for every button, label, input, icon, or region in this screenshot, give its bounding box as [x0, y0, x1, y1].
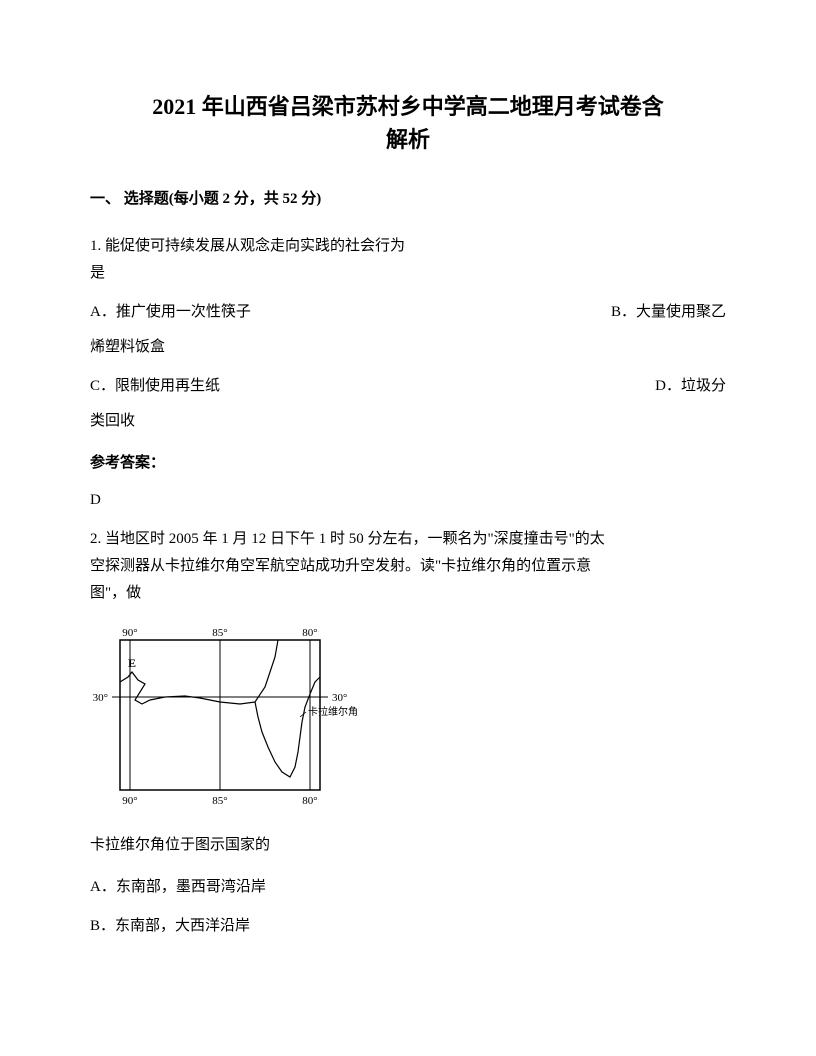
q2-text: 2. 当地区时 2005 年 1 月 12 日下午 1 时 50 分左右，一颗名… [90, 526, 726, 607]
q1-option-b-cont: 烯塑料饭盒 [90, 334, 726, 361]
svg-text:85°: 85° [212, 795, 227, 807]
q1-line2: 是 [90, 260, 726, 287]
document-title: 2021 年山西省吕梁市苏村乡中学高二地理月考试卷含 解析 [90, 90, 726, 156]
svg-text:90°: 90° [122, 627, 137, 639]
q1-answer: D [90, 487, 726, 514]
q1-option-d: D．垃圾分 [655, 373, 726, 400]
q1-option-a: A．推广使用一次性筷子 [90, 299, 611, 326]
svg-text:卡拉维尔角: 卡拉维尔角 [308, 705, 358, 718]
map-figure: 90° 85° 80° 90° 85° 80° 30° 30° E 卡拉维尔角 [90, 622, 726, 812]
svg-text:E: E [128, 656, 136, 670]
svg-text:30°: 30° [93, 692, 108, 704]
q1-options-row-1: A．推广使用一次性筷子 B．大量使用聚乙 [90, 299, 726, 326]
q2-sub-text: 卡拉维尔角位于图示国家的 [90, 832, 726, 859]
title-line-2: 解析 [386, 127, 430, 152]
svg-text:85°: 85° [212, 627, 227, 639]
title-line-1: 2021 年山西省吕梁市苏村乡中学高二地理月考试卷含 [152, 94, 664, 119]
map-svg: 90° 85° 80° 90° 85° 80° 30° 30° E 卡拉维尔角 [90, 622, 370, 812]
q1-line1: 1. 能促使可持续发展从观念走向实践的社会行为 [90, 233, 726, 260]
svg-text:80°: 80° [302, 627, 317, 639]
svg-text:90°: 90° [122, 795, 137, 807]
q1-option-b: B．大量使用聚乙 [611, 299, 726, 326]
question-1: 1. 能促使可持续发展从观念走向实践的社会行为 是 A．推广使用一次性筷子 B．… [90, 233, 726, 514]
svg-text:80°: 80° [302, 795, 317, 807]
q1-options-row-2: C．限制使用再生纸 D．垃圾分 [90, 373, 726, 400]
answer-header: 参考答案： [90, 450, 726, 477]
q2-line2: 空探测器从卡拉维尔角空军航空站成功升空发射。读"卡拉维尔角的位置示意 [90, 553, 726, 580]
svg-text:30°: 30° [332, 692, 347, 704]
q2-line1: 2. 当地区时 2005 年 1 月 12 日下午 1 时 50 分左右，一颗名… [90, 526, 726, 553]
q1-option-d-cont: 类回收 [90, 408, 726, 435]
q2-option-a: A．东南部，墨西哥湾沿岸 [90, 874, 726, 901]
q2-line3: 图"，做 [90, 580, 726, 607]
question-2: 2. 当地区时 2005 年 1 月 12 日下午 1 时 50 分左右，一颗名… [90, 526, 726, 940]
section-header: 一、 选择题(每小题 2 分，共 52 分) [90, 186, 726, 213]
q2-option-b: B．东南部，大西洋沿岸 [90, 913, 726, 940]
q1-option-c: C．限制使用再生纸 [90, 373, 655, 400]
q1-text: 1. 能促使可持续发展从观念走向实践的社会行为 是 [90, 233, 726, 287]
